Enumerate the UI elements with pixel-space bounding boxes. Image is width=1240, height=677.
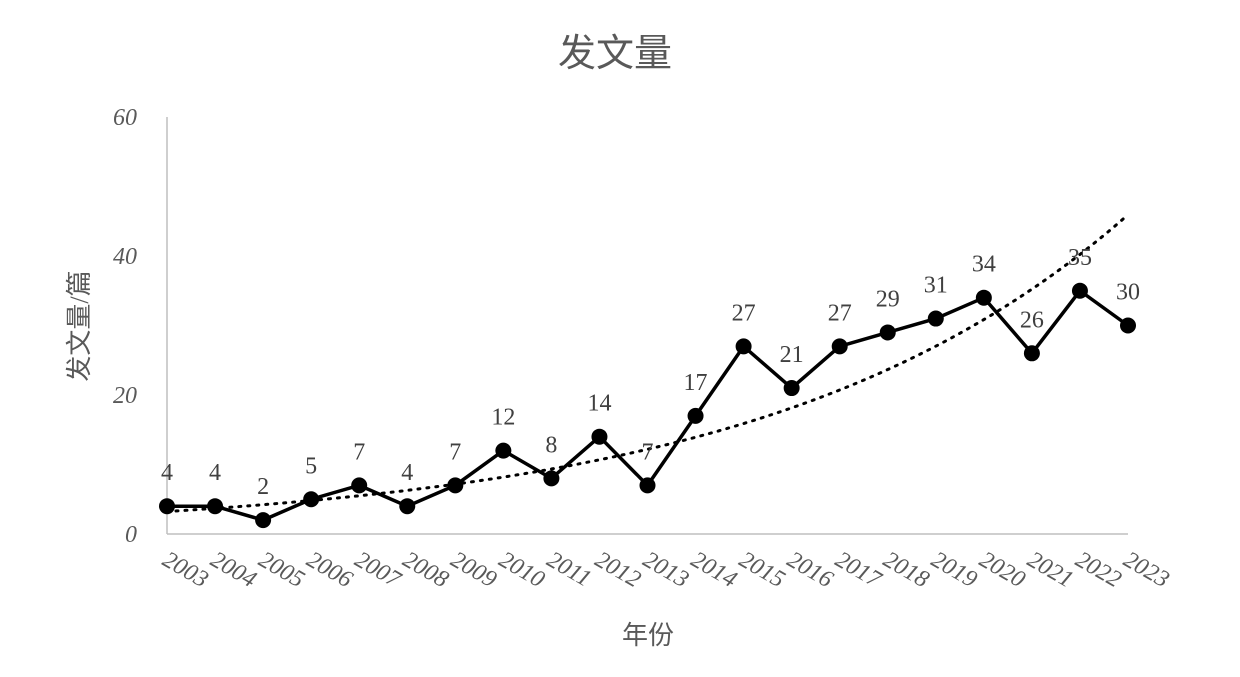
point — [639, 477, 656, 494]
data-label: 4 — [401, 460, 413, 486]
x-tick-label: 2009 — [446, 547, 501, 594]
point — [207, 498, 224, 515]
x-tick-label: 2006 — [302, 547, 357, 594]
point — [159, 498, 175, 515]
data-label: 12 — [491, 405, 515, 431]
point — [591, 428, 608, 445]
data-label: 34 — [972, 252, 996, 278]
point — [303, 491, 320, 508]
data-label: 8 — [545, 432, 557, 458]
x-tick-label: 2008 — [398, 547, 453, 594]
point — [351, 477, 368, 494]
y-tick-label: 0 — [125, 522, 137, 548]
point — [687, 407, 704, 424]
point — [927, 310, 944, 327]
x-axis-label: 年份 — [622, 621, 674, 650]
x-tick-label: 2014 — [687, 547, 742, 594]
y-tick-label: 60 — [113, 105, 137, 131]
y-tick-label: 40 — [113, 244, 137, 270]
x-tick-label: 2011 — [542, 547, 595, 593]
data-label: 29 — [876, 286, 900, 312]
data-label: 30 — [1116, 280, 1140, 306]
data-label: 14 — [587, 391, 611, 417]
point — [255, 512, 272, 529]
data-label: 5 — [305, 453, 317, 479]
data-label: 17 — [684, 370, 708, 396]
x-tick-label: 2015 — [735, 547, 790, 594]
point — [783, 380, 800, 397]
data-label: 4 — [209, 460, 221, 486]
x-tick-label: 2023 — [1119, 547, 1174, 594]
point — [735, 338, 752, 355]
x-tick-label: 2016 — [783, 547, 838, 594]
trendline — [165, 213, 1130, 514]
data-label: 2 — [257, 474, 269, 500]
point — [447, 477, 464, 494]
x-tick-label: 2004 — [206, 547, 261, 594]
x-tick-label: 2007 — [350, 547, 405, 594]
point — [879, 324, 896, 341]
point — [1071, 282, 1088, 299]
data-label: 27 — [828, 300, 852, 326]
y-tick-label: 20 — [113, 383, 137, 409]
x-tick-label: 2013 — [639, 547, 694, 594]
x-tick-label: 2017 — [831, 547, 886, 594]
x-tick-label: 2012 — [590, 547, 645, 594]
point — [1023, 345, 1040, 362]
point — [543, 470, 560, 487]
x-tick-label: 2010 — [494, 547, 549, 594]
chart-title: 发文量 — [558, 33, 672, 75]
data-label: 26 — [1020, 307, 1044, 333]
point — [399, 498, 416, 515]
point — [975, 289, 992, 306]
data-label: 7 — [449, 439, 461, 465]
data-label: 4 — [161, 460, 173, 486]
x-tick-label: 2020 — [975, 547, 1030, 594]
point — [495, 442, 512, 459]
y-axis-label: 发文量/篇 — [65, 270, 94, 381]
x-tick-label: 2021 — [1023, 547, 1078, 594]
point — [831, 338, 848, 355]
x-tick-label: 2018 — [879, 547, 934, 594]
data-label: 7 — [642, 439, 654, 465]
point — [1120, 317, 1136, 334]
data-label: 21 — [780, 342, 804, 368]
x-tick-label: 2022 — [1071, 547, 1126, 594]
data-label: 35 — [1068, 245, 1092, 271]
x-tick-label: 2005 — [254, 547, 309, 594]
x-tick-label: 2019 — [927, 547, 982, 594]
x-tick-label: 2003 — [158, 547, 213, 594]
data-label: 27 — [732, 300, 756, 326]
data-label: 31 — [924, 273, 948, 299]
data-label: 7 — [353, 439, 365, 465]
